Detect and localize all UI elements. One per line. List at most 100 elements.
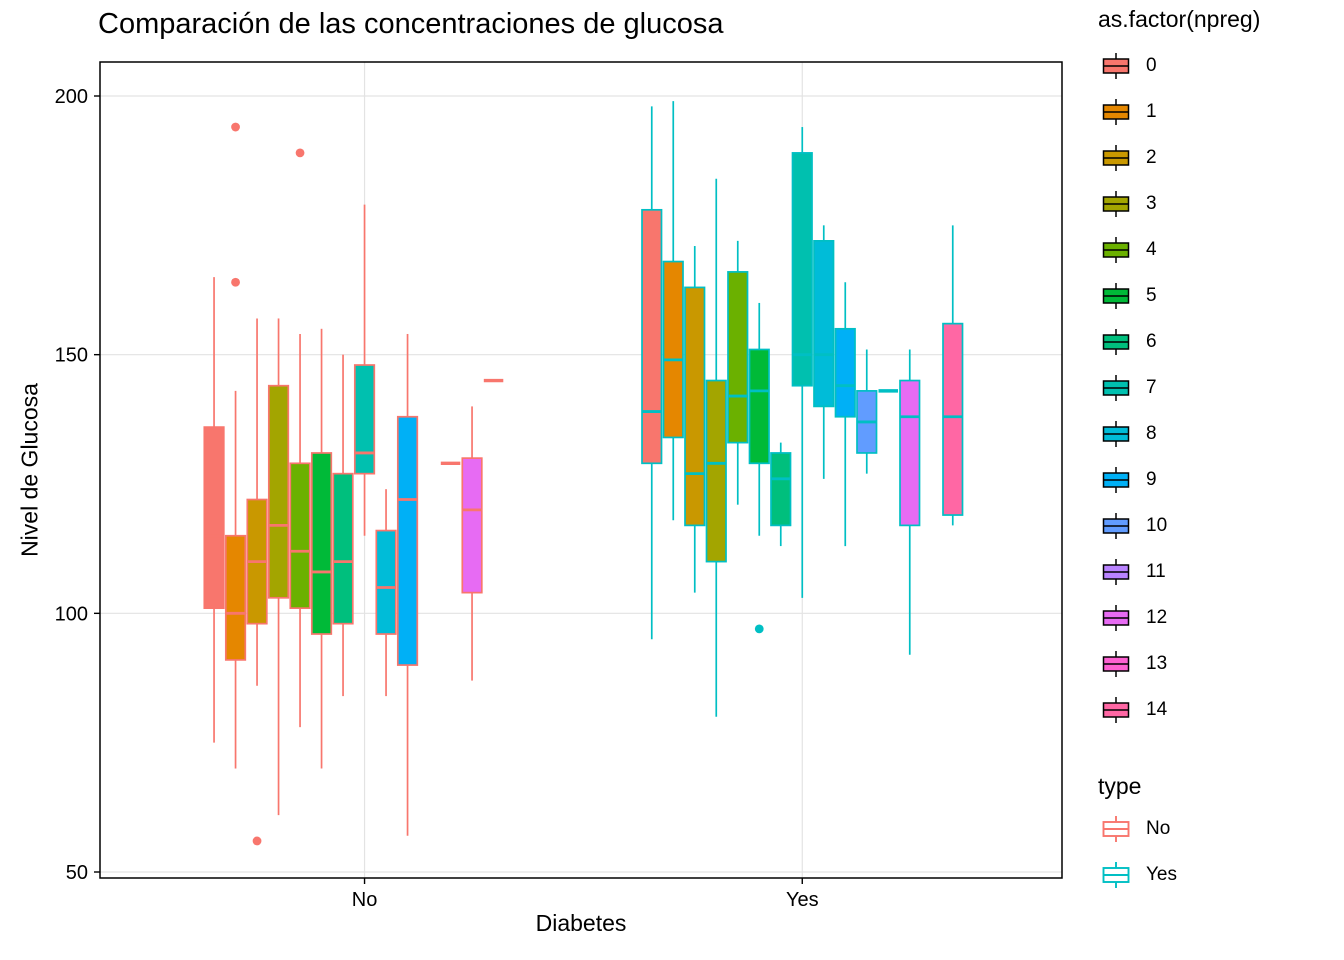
boxplot-key-icon — [1102, 559, 1130, 585]
boxplot-yes-npreg-10 — [856, 349, 878, 474]
boxplot-yes-npreg-5 — [748, 302, 770, 634]
boxplot-key-icon — [1102, 697, 1130, 723]
boxplot-key-icon — [1102, 99, 1130, 125]
boxplot-key-icon — [1102, 375, 1130, 401]
legend-item-type-no: No — [1098, 806, 1338, 852]
boxplot-key-icon — [1102, 145, 1130, 171]
y-tick-label-200: 200 — [55, 86, 88, 108]
iqr-box — [791, 152, 813, 387]
boxplot-no-npreg-2 — [246, 318, 268, 846]
legend-item-npreg-4: 4 — [1098, 227, 1338, 273]
boxplot-yes-npreg-8 — [813, 225, 835, 479]
boxplot-key-icon — [1102, 816, 1130, 842]
iqr-box — [224, 534, 247, 661]
outlier-point — [295, 148, 305, 158]
boxplot-no-npreg-9 — [396, 333, 419, 836]
iqr-box — [375, 529, 397, 635]
legend-item-npreg-2: 2 — [1098, 135, 1338, 181]
legend-item-type-yes: Yes — [1098, 852, 1338, 898]
y-tick-label-150: 150 — [55, 345, 88, 367]
legend-item-npreg-10-label: 10 — [1146, 515, 1168, 536]
boxplot-no-npreg-5 — [310, 328, 333, 769]
boxplot-key-icon — [1102, 283, 1130, 309]
outlier-point — [231, 277, 240, 287]
legend-item-npreg-4-label: 4 — [1146, 239, 1157, 260]
iqr-box — [267, 384, 290, 599]
legend-item-npreg-0: 0 — [1098, 43, 1338, 89]
legend-item-npreg-5-label: 5 — [1146, 285, 1157, 306]
iqr-box — [203, 426, 225, 610]
iqr-box — [662, 260, 684, 439]
iqr-box — [310, 452, 333, 635]
legend-item-npreg-10: 10 — [1098, 503, 1338, 549]
legend-item-npreg-12-label: 12 — [1146, 607, 1168, 628]
legend-item-npreg-14-label: 14 — [1146, 699, 1168, 720]
x-tick-label-No: No — [352, 889, 378, 911]
iqr-box — [461, 457, 483, 594]
legend-item-npreg-3: 3 — [1098, 181, 1338, 227]
boxplot-key-icon — [1102, 513, 1130, 539]
boxplot-yes-npreg-0 — [641, 106, 663, 640]
legend-item-type-yes-label: Yes — [1146, 864, 1177, 885]
chart-title: Comparación de las concentraciones de gl… — [98, 8, 724, 40]
boxplot-key-icon — [1102, 467, 1130, 493]
legend-item-npreg-2-label: 2 — [1146, 147, 1157, 168]
legend-item-npreg-13: 13 — [1098, 641, 1338, 687]
iqr-box — [684, 286, 706, 527]
legend-item-npreg-13-label: 13 — [1146, 653, 1168, 674]
iqr-box — [332, 472, 354, 625]
legend-item-npreg-7-label: 7 — [1146, 377, 1157, 398]
legend: as.factor(npreg) 0 1 2 3 4 5 6 7 8 9 10 11 12 13 14 type… — [1098, 6, 1338, 898]
legend-item-type-no-label: No — [1146, 818, 1171, 839]
boxplot-no-npreg-6 — [332, 354, 354, 697]
legend-item-npreg-0-label: 0 — [1146, 55, 1157, 76]
boxplot-no-npreg-12 — [461, 406, 483, 681]
iqr-box — [641, 208, 663, 465]
legend-item-npreg-14: 14 — [1098, 687, 1338, 733]
outlier-point — [252, 836, 262, 846]
boxplot-yes-npreg-9 — [834, 282, 856, 547]
x-tick-label-Yes: Yes — [786, 889, 819, 911]
iqr-box — [834, 327, 856, 418]
fill-legend-title: as.factor(npreg) — [1098, 6, 1261, 32]
legend-item-npreg-5: 5 — [1098, 273, 1338, 319]
legend-item-npreg-3-label: 3 — [1146, 193, 1157, 214]
iqr-box — [899, 379, 921, 527]
boxplot-yes-npreg-6 — [770, 442, 792, 547]
iqr-box — [813, 240, 835, 408]
iqr-box — [289, 462, 311, 610]
iqr-box — [727, 271, 749, 444]
boxplot-key-icon — [1102, 237, 1130, 263]
legend-item-npreg-6: 6 — [1098, 319, 1338, 365]
boxplot-no-npreg-0 — [203, 277, 225, 743]
x-axis-label: Diabetes — [535, 910, 627, 936]
iqr-box — [353, 364, 376, 475]
boxplot-key-icon — [1102, 862, 1130, 888]
legend-item-npreg-9-label: 9 — [1146, 469, 1157, 490]
type-legend-title: type — [1098, 773, 1142, 799]
legend-item-npreg-12: 12 — [1098, 595, 1338, 641]
legend-item-npreg-11-label: 11 — [1146, 561, 1166, 582]
legend-item-npreg-8-label: 8 — [1146, 423, 1157, 444]
iqr-box — [396, 415, 419, 666]
boxplot-key-icon — [1102, 651, 1130, 677]
boxplot-key-icon — [1102, 421, 1130, 447]
panel-border — [99, 61, 1063, 879]
boxplot-key-icon — [1102, 191, 1130, 217]
iqr-box — [705, 379, 727, 563]
boxplot-yes-npreg-3 — [705, 178, 727, 717]
boxplot-yes-npreg-14 — [942, 225, 964, 526]
boxplot-yes-npreg-1 — [662, 101, 684, 521]
boxplot-no-npreg-4 — [289, 148, 311, 728]
iqr-box — [770, 452, 792, 527]
boxplot-key-icon — [1102, 329, 1130, 355]
iqr-box — [942, 322, 964, 516]
legend-item-npreg-1-label: 1 — [1146, 101, 1157, 122]
boxplot-no-npreg-8 — [375, 489, 397, 697]
legend-item-npreg-8: 8 — [1098, 411, 1338, 457]
boxplot-no-npreg-3 — [267, 318, 290, 816]
boxplot-key-icon — [1102, 53, 1130, 79]
boxplot-yes-npreg-4 — [727, 240, 749, 505]
y-tick-label-50: 50 — [66, 862, 88, 884]
